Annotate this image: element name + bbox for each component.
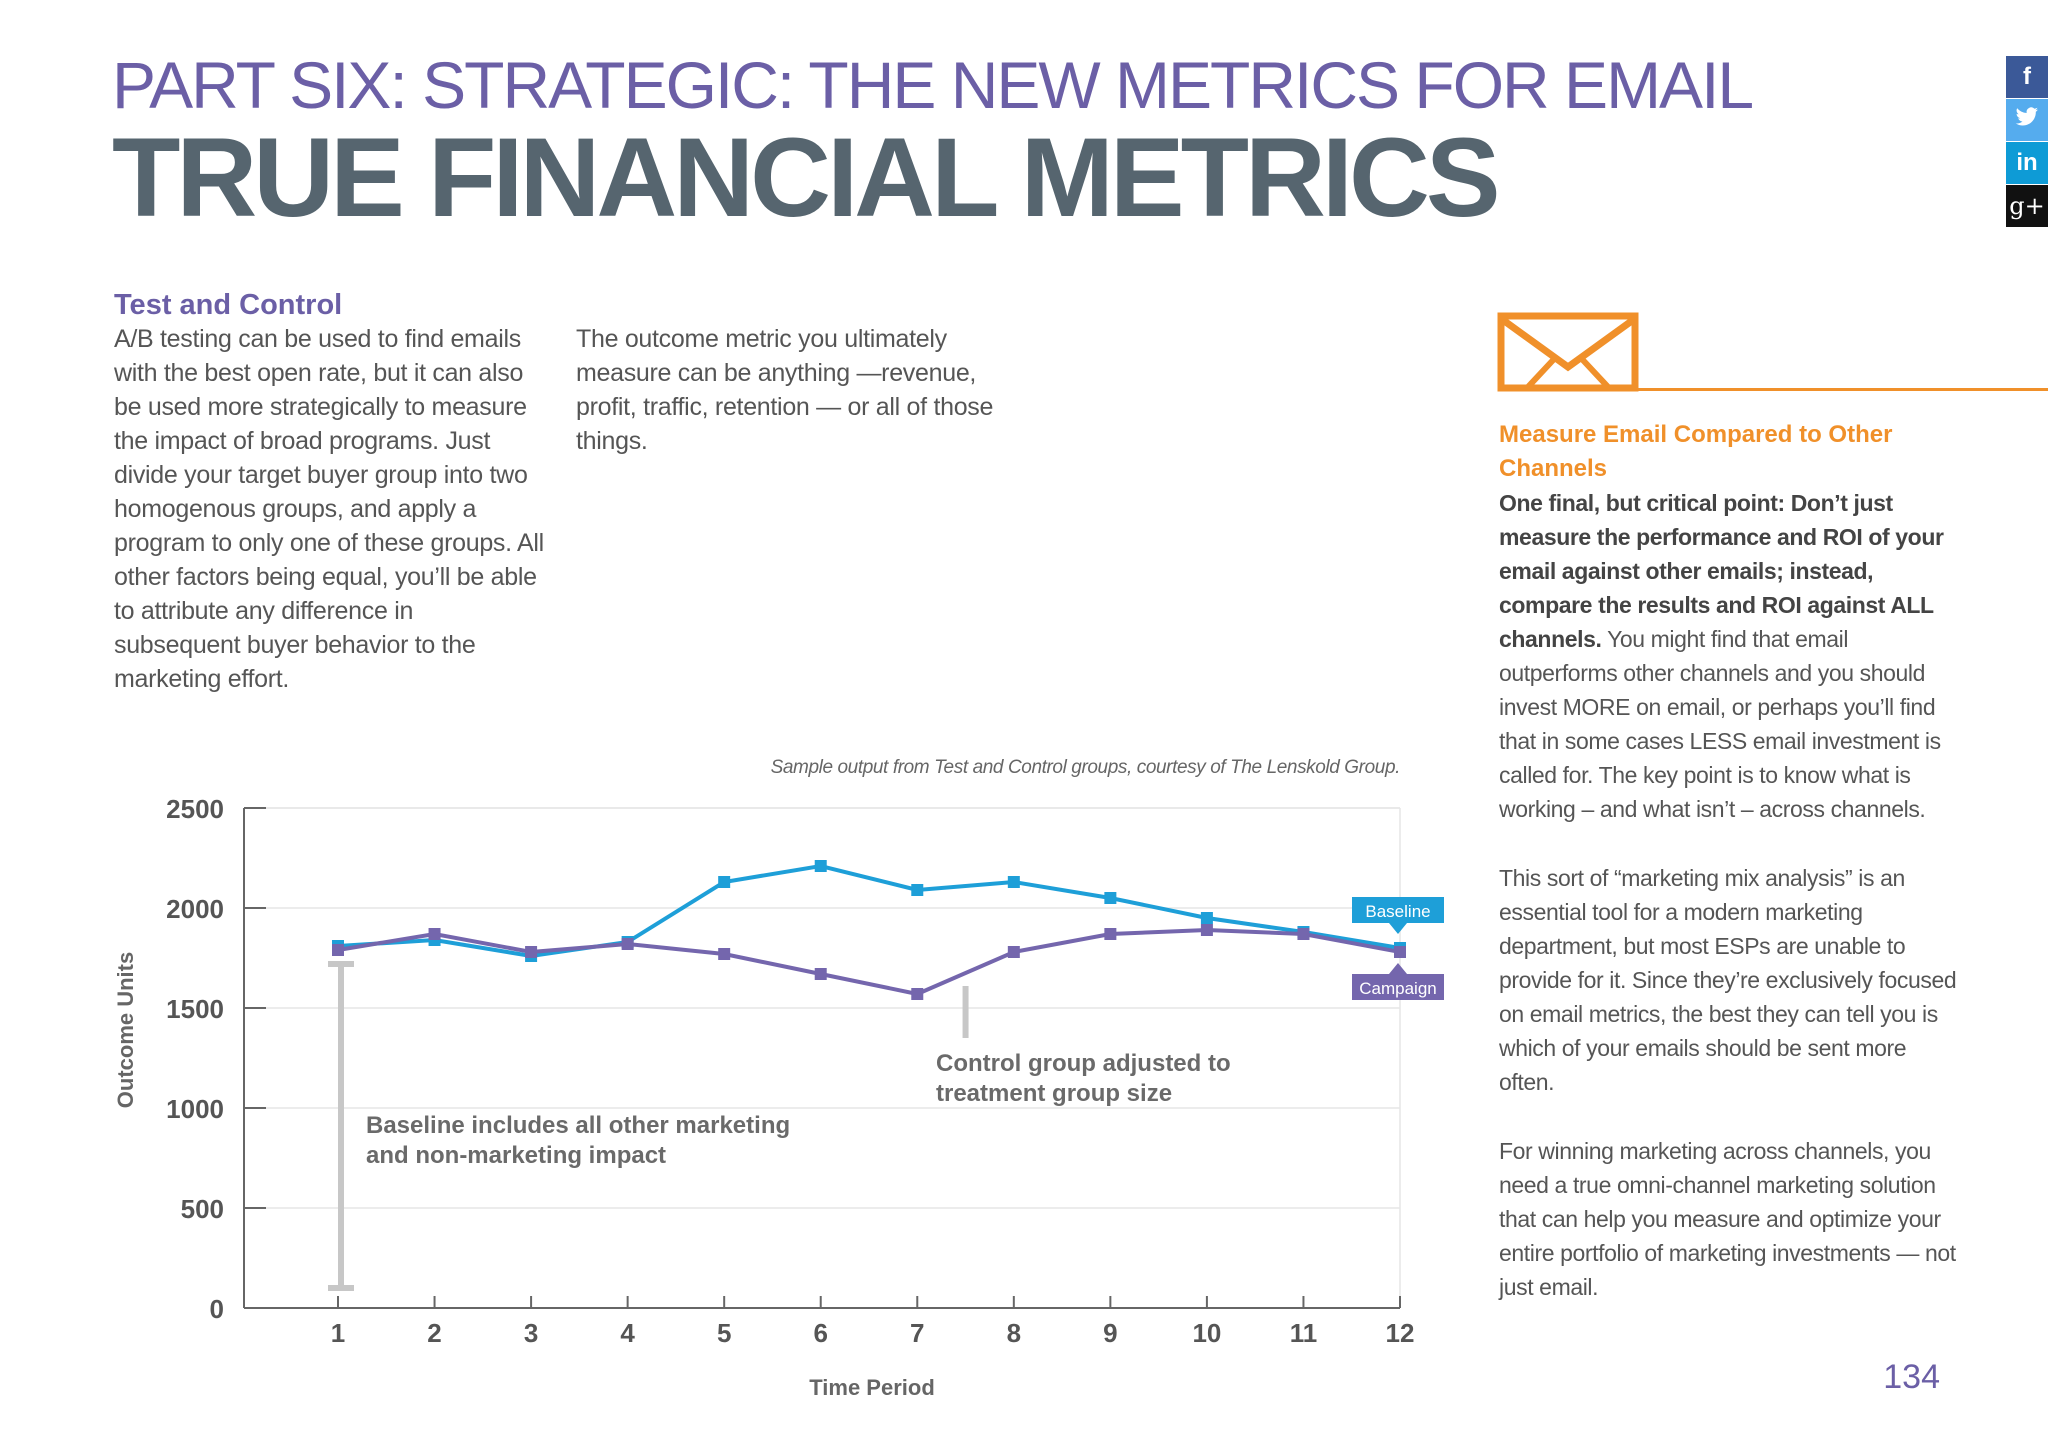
data-point-baseline (814, 860, 827, 872)
sidebar-key-point: One final, but critical point: Don’t jus… (1499, 490, 1944, 652)
facebook-share-button[interactable]: f (2006, 56, 2048, 98)
data-point-campaign (718, 948, 731, 960)
x-tick-label: 1 (331, 1318, 345, 1348)
sidebar-paragraph-1-rest: You might find that email outperforms ot… (1499, 626, 1941, 822)
x-tick-label: 4 (620, 1318, 635, 1348)
x-tick-label: 10 (1192, 1318, 1221, 1348)
section-heading: Test and Control (114, 289, 343, 321)
data-point-campaign (1007, 946, 1020, 958)
data-point-campaign (814, 968, 827, 980)
campaign-callout-pointer (1389, 963, 1407, 974)
series-line-baseline (337, 863, 1401, 959)
x-tick-label: 5 (717, 1318, 731, 1348)
x-tick-label: 12 (1386, 1318, 1415, 1348)
data-point-campaign (1104, 928, 1117, 940)
y-tick-label: 0 (210, 1294, 224, 1324)
x-tick-label: 11 (1290, 1318, 1318, 1348)
y-tick-label: 2500 (166, 794, 224, 824)
linkedin-share-button[interactable]: in (2006, 142, 2048, 184)
x-tick-label: 6 (813, 1318, 827, 1348)
baseline-legend-label: Baseline (1365, 902, 1430, 921)
annotation-control-text: Control group adjusted to treatment group… (936, 1050, 1231, 1107)
x-axis-label: Time Period (809, 1375, 935, 1400)
twitter-icon (2015, 106, 2039, 134)
y-tick-label: 500 (181, 1194, 224, 1224)
body-column-left: A/B testing can be used to find emails w… (114, 325, 544, 693)
sidebar-paragraph-1: One final, but critical point: Don’t jus… (1499, 486, 1959, 826)
data-point-campaign (621, 938, 634, 950)
data-point-baseline (718, 876, 731, 888)
baseline-callout-pointer (1389, 923, 1407, 934)
x-tick-label: 2 (427, 1318, 441, 1348)
data-point-campaign (1200, 924, 1213, 936)
sidebar-heading: Measure Email Compared to Other Channels (1499, 421, 1893, 482)
data-point-campaign (525, 946, 538, 958)
data-point-baseline (1200, 912, 1213, 924)
data-point-baseline (1007, 876, 1020, 888)
twitter-share-button[interactable] (2006, 99, 2048, 141)
x-tick-label: 8 (1007, 1318, 1021, 1348)
data-point-campaign (1297, 928, 1310, 940)
part-title: PART SIX: STRATEGIC: THE NEW METRICS FOR… (112, 48, 1754, 122)
google-plus-icon: g+ (2009, 192, 2045, 220)
y-axis-label: Outcome Units (113, 952, 138, 1108)
data-point-campaign (911, 988, 924, 1000)
body-column-right: The outcome metric you ultimately measur… (576, 325, 994, 455)
facebook-icon: f (2023, 63, 2031, 90)
linkedin-icon: in (2016, 149, 2038, 176)
x-tick-label: 7 (910, 1318, 924, 1348)
page-title: TRUE FINANCIAL METRICS (112, 115, 1501, 240)
chart-caption: Sample output from Test and Control grou… (770, 757, 1401, 778)
google-plus-share-button[interactable]: g+ (2006, 185, 2048, 227)
y-tick-label: 1500 (166, 994, 224, 1024)
baseline-callout-box (1352, 897, 1444, 923)
y-tick-label: 2000 (166, 894, 224, 924)
sidebar-divider (1499, 388, 2048, 391)
data-point-campaign (1394, 946, 1406, 958)
sidebar-paragraph-3: For winning marketing across channels, y… (1499, 1138, 1956, 1300)
sidebar-paragraph-2: This sort of “marketing mix analysis” is… (1499, 865, 1957, 1095)
data-point-campaign (428, 928, 441, 940)
campaign-legend-label: Campaign (1359, 979, 1437, 998)
campaign-callout-box (1352, 974, 1444, 1000)
series-line-campaign (337, 927, 1401, 997)
data-point-campaign (332, 944, 344, 956)
x-tick-label: 9 (1103, 1318, 1117, 1348)
x-tick-label: 3 (524, 1318, 538, 1348)
annotation-baseline-text: Baseline includes all other marketing and… (366, 1112, 790, 1169)
data-point-baseline (911, 884, 924, 896)
page-number: 134 (1883, 1358, 1940, 1396)
data-point-baseline (1104, 892, 1117, 904)
y-tick-label: 1000 (166, 1094, 224, 1124)
